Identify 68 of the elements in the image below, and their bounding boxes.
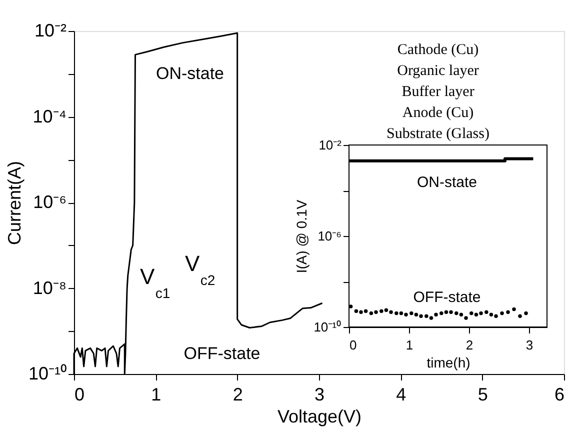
point — [459, 312, 464, 316]
point — [512, 307, 516, 312]
point — [429, 316, 434, 320]
y-tick-label: 10⁻⁶ — [318, 228, 342, 244]
point — [399, 311, 404, 316]
point — [394, 311, 398, 316]
x-axis-title: Voltage(V) — [277, 406, 362, 426]
point — [380, 309, 384, 313]
point — [489, 312, 494, 316]
y-axis-title: Current(A) — [4, 160, 24, 246]
point — [364, 309, 368, 313]
point — [389, 310, 393, 314]
annotation: OFF-state — [413, 289, 481, 306]
point — [404, 312, 408, 316]
point — [424, 314, 428, 318]
point — [354, 309, 358, 313]
y-tick-label: 10⁻¹⁰ — [28, 364, 66, 384]
point — [440, 311, 444, 316]
point — [474, 312, 478, 316]
point — [419, 314, 423, 318]
point — [434, 312, 438, 316]
x-tick-label: 2 — [232, 384, 243, 404]
point — [494, 314, 498, 318]
y-tick-label: 10⁻⁶ — [33, 192, 66, 212]
annotation: ON-state — [416, 174, 478, 191]
point — [374, 310, 378, 314]
point — [506, 310, 510, 314]
x-tick-label: 0 — [74, 384, 85, 404]
point — [359, 310, 363, 314]
point — [479, 311, 483, 316]
point — [464, 316, 468, 320]
annotation: Buffer layer — [402, 84, 474, 100]
x-tick-label: 0 — [350, 338, 357, 352]
x-axis-title: time(h) — [426, 354, 470, 370]
y-tick-label: 10⁻² — [318, 138, 342, 152]
y-tick-label: 10⁻² — [34, 20, 67, 40]
annotation: ON-state — [156, 64, 224, 83]
annotation: Substrate (Glass) — [386, 126, 490, 142]
point — [500, 311, 504, 316]
annotation: Anode (Cu) — [402, 105, 474, 121]
point — [444, 310, 448, 314]
point — [449, 310, 453, 314]
point — [518, 314, 522, 318]
x-tick-label: 3 — [526, 338, 534, 352]
annotation: Vc1 — [140, 264, 170, 301]
point — [454, 311, 458, 316]
point — [470, 311, 474, 316]
x-tick-label: 4 — [396, 384, 406, 404]
x-tick-label: 1 — [406, 338, 414, 352]
y-tick-label: 10⁻⁸ — [32, 278, 66, 298]
annotation: Vc2 — [185, 251, 216, 288]
x-tick-label: 2 — [466, 338, 474, 352]
y-tick-label: 10⁻¹⁰ — [314, 320, 342, 334]
annotation: Organic layer — [397, 63, 479, 79]
point — [524, 311, 528, 316]
point — [484, 310, 488, 314]
point — [410, 311, 414, 316]
annotation: OFF-state — [184, 344, 260, 363]
y-tick-label: 10⁻⁴ — [32, 106, 66, 126]
x-tick-label: 3 — [314, 384, 325, 404]
x-tick-label: 5 — [478, 384, 488, 404]
point — [384, 308, 388, 312]
x-tick-label: 1 — [151, 384, 162, 404]
point — [414, 312, 418, 316]
point — [369, 311, 374, 316]
x-tick-label: 6 — [554, 384, 564, 404]
annotation: Cathode (Cu) — [397, 42, 479, 58]
y-axis-title: I(A) @ 0.1V — [294, 199, 310, 274]
